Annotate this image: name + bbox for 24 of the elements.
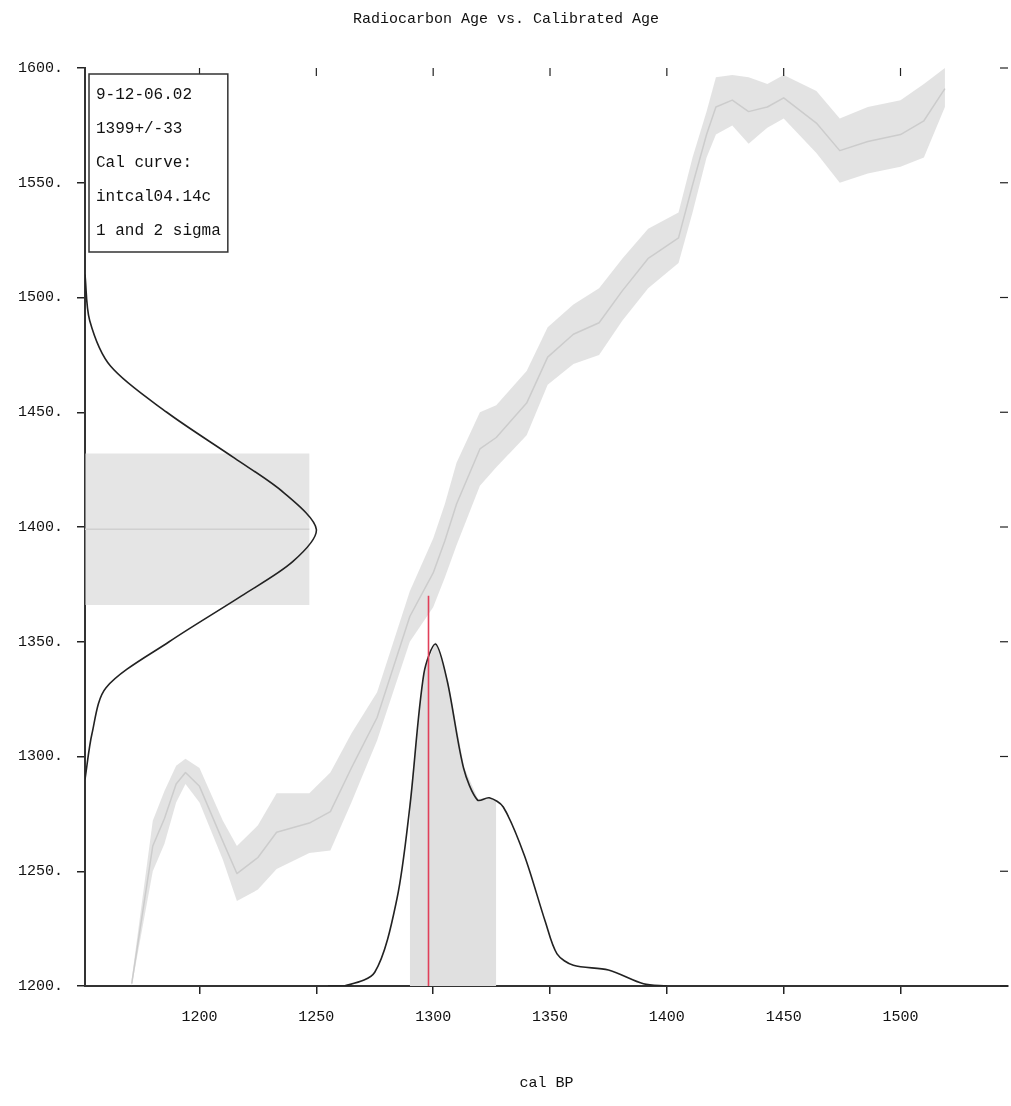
y-tick-label: 1250.	[17, 863, 64, 881]
x-tick-label: 1250	[298, 1008, 335, 1026]
x-tick-label: 1200	[181, 1008, 218, 1026]
x-tick-label: 1500	[882, 1008, 919, 1026]
y-tick-label: 1300.	[17, 748, 64, 766]
y-tick-label: 1600.	[17, 59, 64, 77]
annotation: Cal curve:	[96, 154, 193, 173]
y-tick-label: 1200.	[17, 977, 64, 995]
chart-title: Radiocarbon Age vs. Calibrated Age	[352, 10, 660, 28]
x-tick-label: 1300	[415, 1008, 452, 1026]
x-axis-title: cal BP	[519, 1074, 574, 1092]
y-tick-label: 1400.	[17, 518, 64, 536]
annotation: 1 and 2 sigma	[96, 222, 222, 241]
y-tick-label: 1550.	[17, 174, 64, 192]
x-tick-label: 1350	[532, 1008, 569, 1026]
annotation: intcal04.14c	[96, 188, 212, 207]
y-tick-label: 1350.	[17, 633, 64, 651]
y-tick-label: 1450.	[17, 404, 64, 422]
x-tick-label: 1400	[648, 1008, 685, 1026]
line-series	[85, 273, 318, 781]
y-tick-label: 1500.	[17, 289, 64, 307]
annotation: 9-12-06.02	[96, 86, 193, 105]
x-tick-label: 1450	[765, 1008, 802, 1026]
annotation: 1399+/-33	[96, 120, 183, 139]
